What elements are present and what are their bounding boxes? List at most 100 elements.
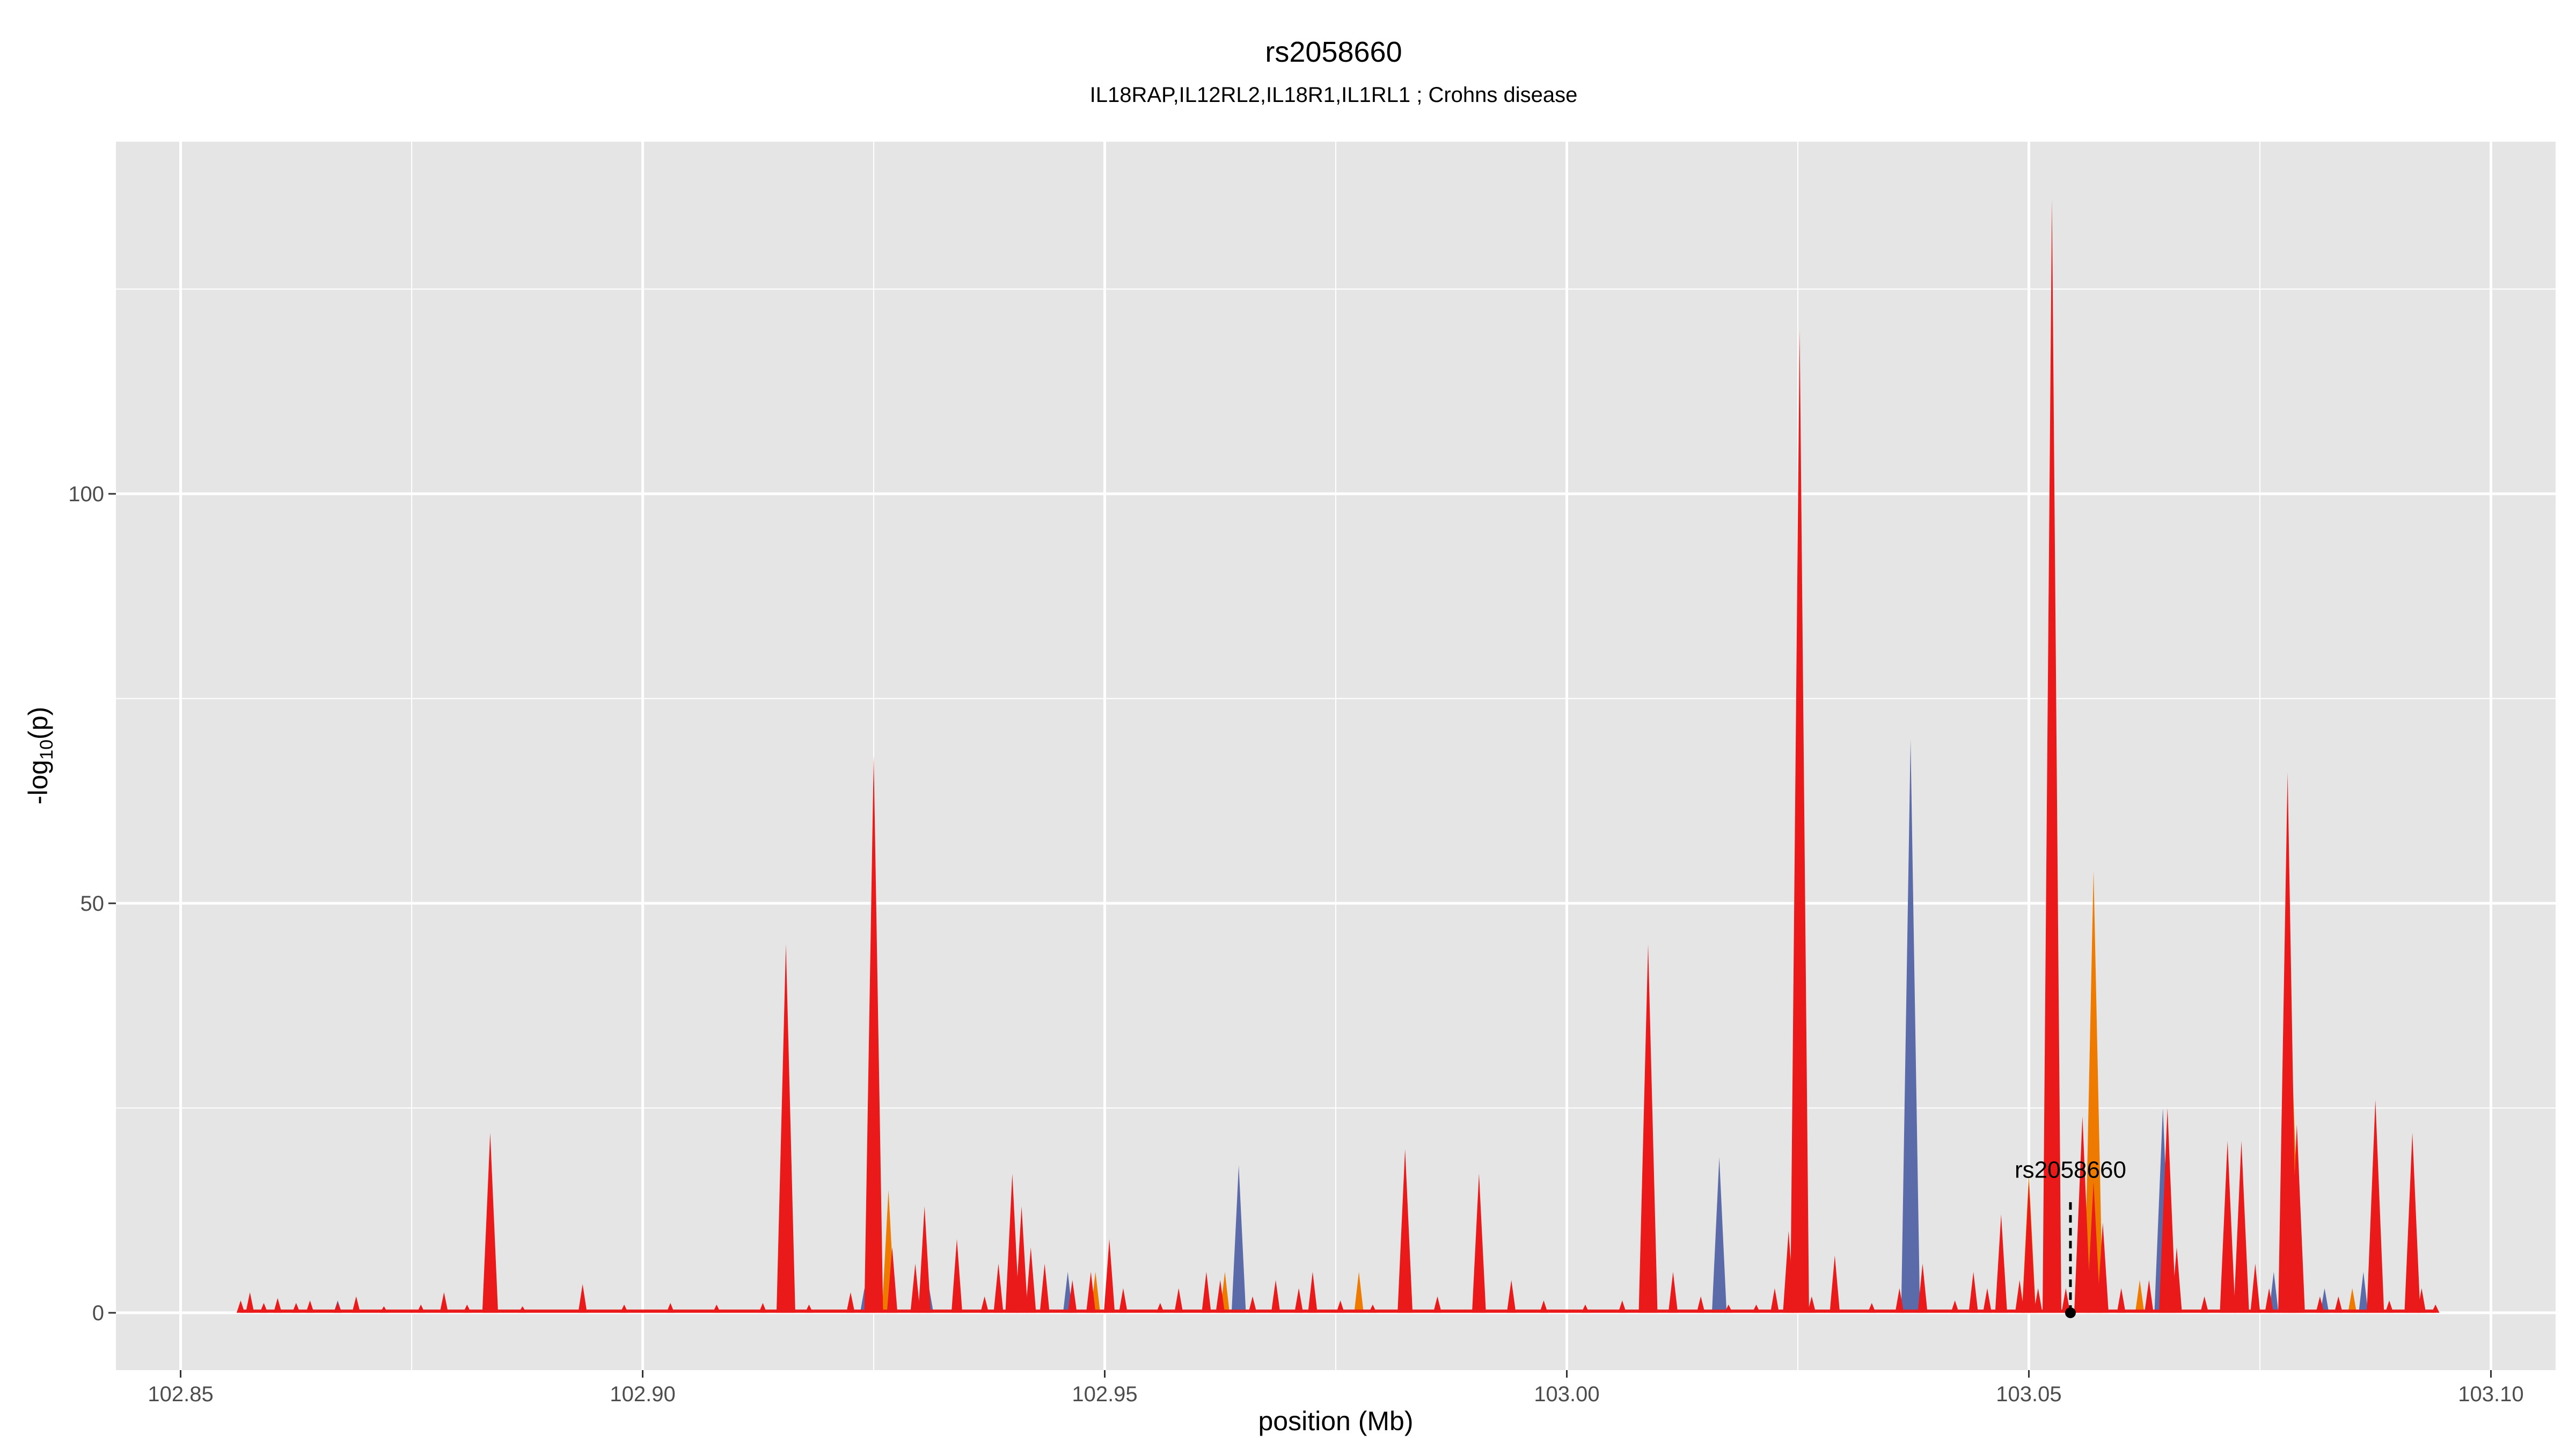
area-peak-red bbox=[1696, 1296, 1705, 1313]
annotation-point bbox=[2065, 1307, 2076, 1319]
area-peak-red bbox=[1829, 1255, 1840, 1313]
area-peak-red bbox=[245, 1292, 254, 1313]
area-peak-red bbox=[1103, 1239, 1115, 1313]
area-peak-red bbox=[273, 1298, 282, 1313]
area-peak-red bbox=[2220, 1140, 2236, 1313]
area-peak-red bbox=[2250, 1263, 2260, 1313]
area-peak-red bbox=[1397, 1148, 1413, 1313]
area-peak-red bbox=[2033, 1288, 2043, 1313]
data-areas bbox=[236, 199, 2440, 1313]
area-peak-red bbox=[1271, 1280, 1280, 1313]
area-peak-red bbox=[2334, 1296, 2343, 1313]
annotation-group: rs2058660 bbox=[2015, 1157, 2126, 1319]
area-peak-red bbox=[2234, 1140, 2249, 1313]
area-peak-red bbox=[1918, 1263, 1928, 1313]
x-tick-label: 103.00 bbox=[1534, 1382, 1599, 1406]
area-peak-red bbox=[2144, 1280, 2154, 1313]
area-peak-red bbox=[1040, 1263, 1050, 1313]
x-tick-label: 103.10 bbox=[2458, 1382, 2523, 1406]
x-tick-label: 102.85 bbox=[148, 1382, 213, 1406]
area-peak-red bbox=[1118, 1288, 1128, 1313]
area-peak-red bbox=[910, 1263, 920, 1313]
axes: 102.85 102.90 102.95 103.00 103.05 103.10 0 50 1… bbox=[68, 482, 2523, 1406]
area-peak-red bbox=[846, 1292, 855, 1313]
area-peak-red bbox=[2367, 1100, 2384, 1313]
area-peak-red bbox=[864, 756, 883, 1313]
area-peak-red bbox=[2404, 1132, 2420, 1313]
x-tick-label: 102.95 bbox=[1072, 1382, 1137, 1406]
y-tick-label: 100 bbox=[68, 482, 104, 506]
y-axis-label: -log10(p) bbox=[23, 707, 57, 804]
area-peak-red bbox=[1982, 1288, 1992, 1313]
area-peak-red bbox=[1086, 1271, 1096, 1313]
area-peak-red bbox=[2200, 1296, 2209, 1313]
area-peak-red bbox=[1668, 1271, 1678, 1313]
area-peak-red bbox=[440, 1292, 449, 1313]
area-peak-red bbox=[2015, 1280, 2024, 1313]
area-peak-red bbox=[1506, 1280, 1516, 1313]
area-peak-red bbox=[1770, 1288, 1779, 1313]
area-peak-red bbox=[776, 944, 795, 1313]
area-peak-red bbox=[1638, 944, 1658, 1313]
y-tick-label: 50 bbox=[80, 892, 105, 916]
y-axis-label-main: -log bbox=[23, 760, 53, 804]
area-peak-blue bbox=[1901, 739, 1920, 1313]
area-peak-red bbox=[1202, 1271, 1211, 1313]
area-peak-red bbox=[2316, 1296, 2324, 1313]
area-peak-red bbox=[2097, 1223, 2109, 1313]
area-peak-red bbox=[993, 1263, 1004, 1313]
area-peak-red bbox=[918, 1206, 931, 1313]
y-axis-label-subscript: 10 bbox=[36, 740, 57, 760]
area-peak-red bbox=[1248, 1296, 1257, 1313]
area-peak-blue bbox=[2359, 1271, 2368, 1313]
area-peak-red bbox=[352, 1296, 361, 1313]
area-peak-red bbox=[887, 1247, 898, 1313]
x-tick-label: 102.90 bbox=[610, 1382, 675, 1406]
area-peak-red bbox=[1294, 1288, 1304, 1313]
y-tick-label: 0 bbox=[92, 1301, 104, 1325]
area-peak-orange bbox=[2084, 870, 2103, 1313]
area-peak-red bbox=[1174, 1288, 1183, 1313]
area-peak-orange bbox=[1354, 1271, 1364, 1313]
area-peak-red bbox=[2087, 1182, 2101, 1313]
area-peak-blue bbox=[1231, 1165, 1246, 1313]
chart-subtitle: IL18RAP,IL12RL2,IL18R1,IL1RL1 ; Crohns d… bbox=[1090, 83, 1578, 107]
area-peak-red bbox=[2074, 1116, 2091, 1313]
area-peak-red bbox=[1995, 1214, 2008, 1313]
area-peak-red bbox=[2278, 772, 2297, 1313]
area-peak-red bbox=[1067, 1280, 1077, 1313]
area-peak-red bbox=[1308, 1271, 1318, 1313]
area-peak-red bbox=[1968, 1271, 1978, 1313]
area-peak-red bbox=[482, 1132, 499, 1313]
x-tick-label: 103.05 bbox=[1996, 1382, 2061, 1406]
area-peak-red bbox=[1790, 330, 1809, 1313]
area-peak-red bbox=[2417, 1288, 2426, 1313]
area-peak-red bbox=[1005, 1173, 1020, 1313]
area-peak-blue bbox=[1711, 1157, 1727, 1313]
area-peak-red bbox=[1025, 1247, 1036, 1313]
area-peak-red bbox=[2061, 1288, 2070, 1313]
area-peak-red bbox=[578, 1284, 587, 1313]
area-peak-red bbox=[2022, 1182, 2036, 1313]
annotation-label: rs2058660 bbox=[2015, 1157, 2126, 1183]
chart-title: rs2058660 bbox=[1265, 36, 1402, 68]
area-peak-red bbox=[1433, 1296, 1442, 1313]
area-peak-red bbox=[2043, 199, 2062, 1313]
area-peak-red bbox=[951, 1239, 963, 1313]
area-peak-red bbox=[1216, 1280, 1225, 1313]
area-peak-red bbox=[2117, 1288, 2126, 1313]
x-axis-label: position (Mb) bbox=[1258, 1406, 1414, 1436]
area-peak-red bbox=[1807, 1296, 1816, 1313]
area-peak-red bbox=[1895, 1288, 1904, 1313]
y-axis-label-tail: (p) bbox=[23, 707, 53, 740]
area-peak-red bbox=[2265, 1288, 2274, 1313]
area-peak-red bbox=[2159, 1108, 2176, 1313]
area-peak-red bbox=[2171, 1247, 2182, 1313]
area-peak-orange bbox=[2135, 1280, 2145, 1313]
area-peak-red bbox=[1472, 1173, 1486, 1313]
area-peak-red bbox=[1015, 1206, 1028, 1313]
area-peak-orange bbox=[2348, 1288, 2357, 1313]
area-peak-red bbox=[980, 1296, 989, 1313]
area-baseline bbox=[240, 1309, 2436, 1313]
